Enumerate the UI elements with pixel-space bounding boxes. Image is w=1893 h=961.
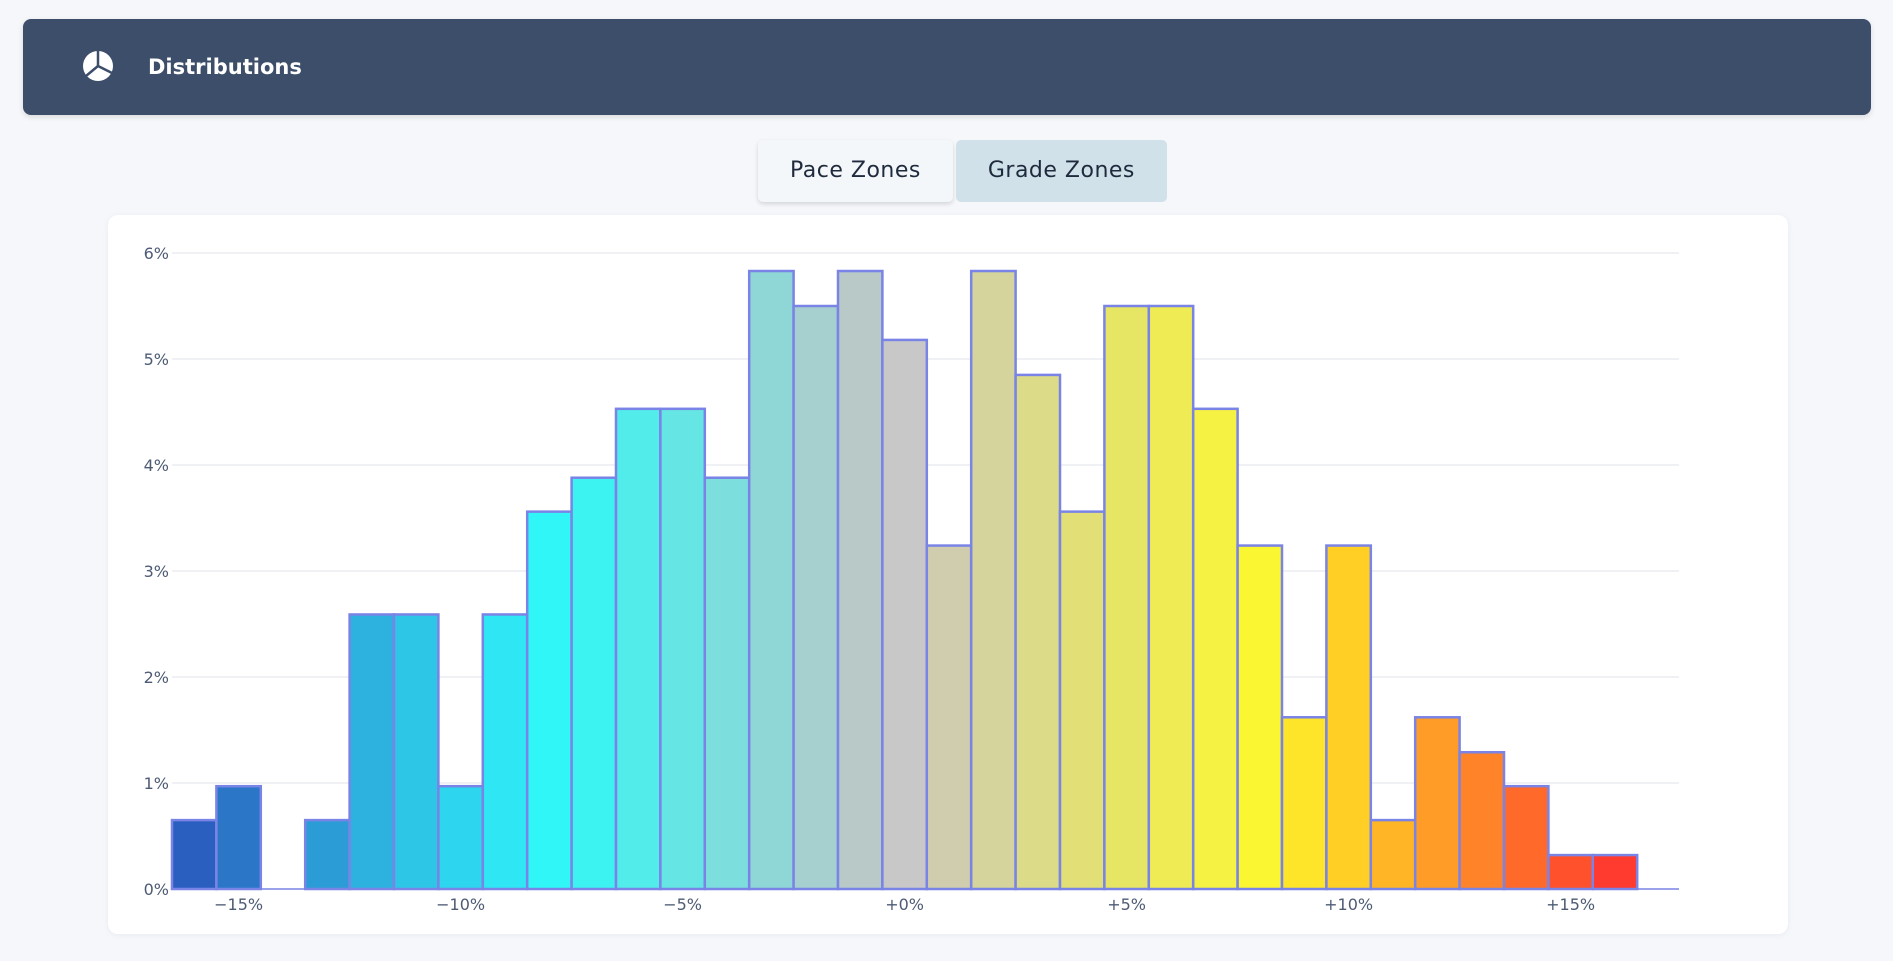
histogram-bar bbox=[525, 510, 573, 891]
histogram-bar bbox=[614, 407, 662, 891]
x-tick-label: +10% bbox=[1324, 895, 1373, 914]
histogram-bar bbox=[1502, 784, 1550, 891]
x-tick-label: −10% bbox=[436, 895, 485, 914]
chart-card: 0% 1% 2% 3% 4% 5% 6% −15% −10% −5% +0% +5% +10% +15% bbox=[108, 215, 1788, 934]
tab-grade-zones[interactable]: Grade Zones bbox=[955, 140, 1167, 202]
y-tick-label: 2% bbox=[144, 668, 169, 687]
histogram-bar bbox=[1413, 716, 1461, 891]
y-tick-label: 4% bbox=[144, 456, 169, 475]
y-tick-label: 1% bbox=[144, 774, 169, 793]
histogram-bar bbox=[969, 269, 1017, 891]
histogram-bar bbox=[1458, 751, 1506, 891]
histogram-bar bbox=[1369, 818, 1417, 891]
x-tick-label: −5% bbox=[663, 895, 702, 914]
histogram-bar bbox=[1280, 716, 1328, 891]
histogram-bar bbox=[703, 476, 751, 891]
x-tick-label: −15% bbox=[214, 895, 263, 914]
histogram-bar bbox=[481, 613, 529, 891]
histogram-bar bbox=[881, 338, 929, 891]
histogram-bar bbox=[303, 818, 351, 891]
histogram-bar bbox=[348, 613, 396, 891]
histogram-bar bbox=[1058, 510, 1106, 891]
y-tick-label: 3% bbox=[144, 562, 169, 581]
histogram-bar bbox=[1191, 407, 1239, 891]
histogram-bar bbox=[925, 544, 973, 891]
grade-distribution-chart: 0% 1% 2% 3% 4% 5% 6% −15% −10% −5% +0% +5% +10% +15% bbox=[144, 244, 1679, 914]
histogram-bar bbox=[1325, 544, 1373, 891]
histogram-bar bbox=[570, 476, 618, 891]
zone-tabs: Pace Zones Grade Zones bbox=[758, 140, 1167, 202]
tab-pace-zones[interactable]: Pace Zones bbox=[758, 140, 953, 202]
histogram-bar bbox=[215, 784, 263, 891]
histogram-bar bbox=[1591, 853, 1639, 891]
y-tick-label: 5% bbox=[144, 350, 169, 369]
histogram-bar bbox=[836, 269, 884, 891]
pie-chart-icon bbox=[83, 50, 113, 81]
histogram-bar bbox=[437, 784, 485, 891]
x-tick-label: +15% bbox=[1546, 895, 1595, 914]
histogram-bar bbox=[1103, 304, 1151, 891]
distributions-header: Distributions bbox=[23, 19, 1871, 115]
histogram-bar bbox=[747, 269, 795, 891]
histogram-bar bbox=[392, 613, 440, 891]
y-tick-label: 0% bbox=[144, 880, 169, 899]
x-tick-label: +5% bbox=[1107, 895, 1146, 914]
histogram-bar bbox=[1236, 544, 1284, 891]
histogram-bar bbox=[1547, 853, 1595, 891]
histogram-bar bbox=[1014, 373, 1062, 891]
histogram-bar bbox=[170, 818, 218, 891]
y-tick-label: 6% bbox=[144, 244, 169, 263]
x-tick-label: +0% bbox=[885, 895, 924, 914]
histogram-bar bbox=[659, 407, 707, 891]
histogram-bar bbox=[1147, 304, 1195, 891]
histogram-bar bbox=[792, 304, 840, 891]
page-title: Distributions bbox=[148, 55, 302, 79]
